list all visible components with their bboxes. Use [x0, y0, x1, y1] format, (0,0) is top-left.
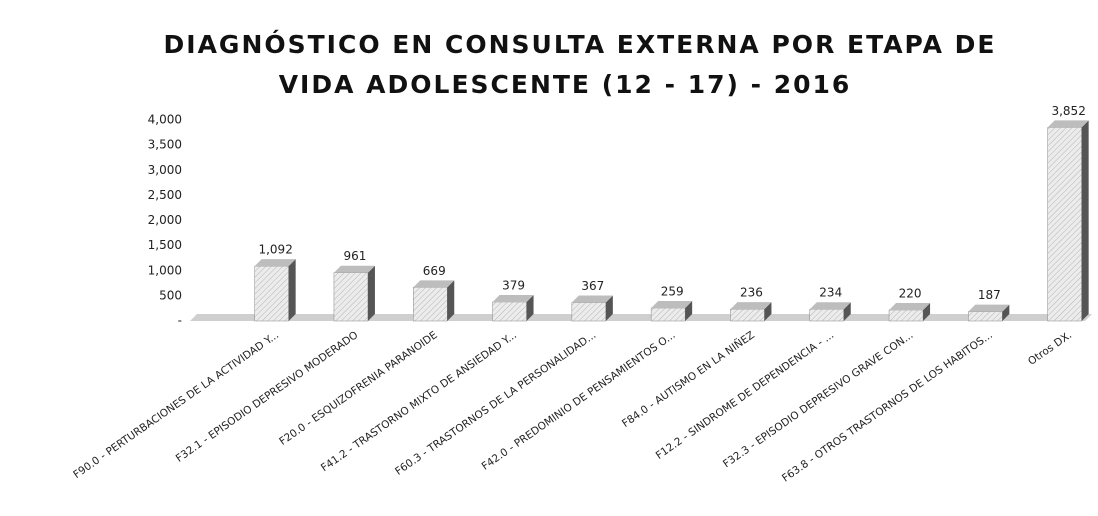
bar-side	[447, 280, 455, 321]
chart-subtitle: VIDA ADOLESCENTE (12 - 17) - 2016	[279, 70, 852, 99]
bar-side	[288, 259, 296, 321]
bar-top	[413, 280, 455, 288]
y-tick-label: 1,000	[148, 263, 182, 277]
bar-top	[809, 302, 851, 310]
bar-top	[254, 259, 296, 267]
bar-side	[764, 302, 772, 321]
value-label: 3,852	[1051, 104, 1085, 118]
bar	[254, 265, 289, 322]
y-tick-label: 3,000	[148, 163, 182, 177]
value-label: 259	[661, 284, 684, 298]
bar	[968, 311, 1003, 322]
x-tick-label: Otros DX.	[1026, 329, 1074, 368]
bar-top	[730, 302, 772, 310]
bar-side	[367, 265, 375, 321]
y-tick-label: 500	[159, 288, 182, 302]
x-tick-label: F12.2 - SINDROME DE DEPENDENCIA - ...	[654, 329, 837, 462]
bar	[809, 308, 844, 322]
bar	[571, 302, 607, 322]
bar	[888, 309, 924, 322]
y-tick-label: -	[178, 314, 182, 328]
bar-top	[571, 295, 613, 303]
bar-top	[1047, 120, 1089, 128]
bar	[413, 287, 448, 322]
x-tick-label: F32.1 - EPISODIO DEPRESIVO MODERADO	[174, 329, 361, 465]
bar-side	[605, 295, 613, 321]
value-label: 236	[740, 286, 763, 300]
bar-side	[1081, 120, 1089, 321]
chart-title: DIAGNÓSTICO EN CONSULTA EXTERNA POR ETAP…	[164, 29, 997, 59]
bar-top	[333, 265, 375, 273]
value-label: 669	[423, 264, 446, 278]
x-tick-label: F84.0 - AUTISMO EN LA NIÑEZ	[619, 328, 756, 430]
bar-side	[685, 300, 693, 321]
bar-top	[651, 300, 693, 308]
value-label: 379	[502, 278, 525, 292]
y-tick-label: 4,000	[148, 113, 182, 127]
value-label: 234	[819, 286, 842, 300]
y-tick-label: 1,500	[148, 238, 182, 252]
bar	[333, 272, 369, 322]
bar	[1047, 127, 1082, 322]
bar	[492, 301, 527, 322]
bar-side	[923, 302, 931, 321]
bar	[650, 307, 686, 322]
floor	[190, 314, 1092, 321]
value-label: 367	[581, 279, 604, 293]
value-label: 961	[343, 249, 366, 263]
bar	[730, 308, 765, 322]
bar-top	[492, 294, 534, 302]
x-tick-label: F20.0 - ESQUIZOFRENIA PARANOIDE	[277, 329, 439, 448]
y-tick-label: 3,500	[148, 138, 182, 152]
y-tick-label: 2,500	[148, 188, 182, 202]
bar-top	[968, 304, 1010, 312]
bar-side	[526, 294, 534, 321]
value-label: 1,092	[258, 243, 292, 257]
bar-top	[889, 302, 931, 310]
value-label: 187	[978, 288, 1001, 302]
value-label: 220	[899, 286, 922, 300]
y-tick-label: 2,000	[148, 213, 182, 227]
bar-side	[843, 302, 851, 321]
bar-side	[1002, 304, 1010, 321]
